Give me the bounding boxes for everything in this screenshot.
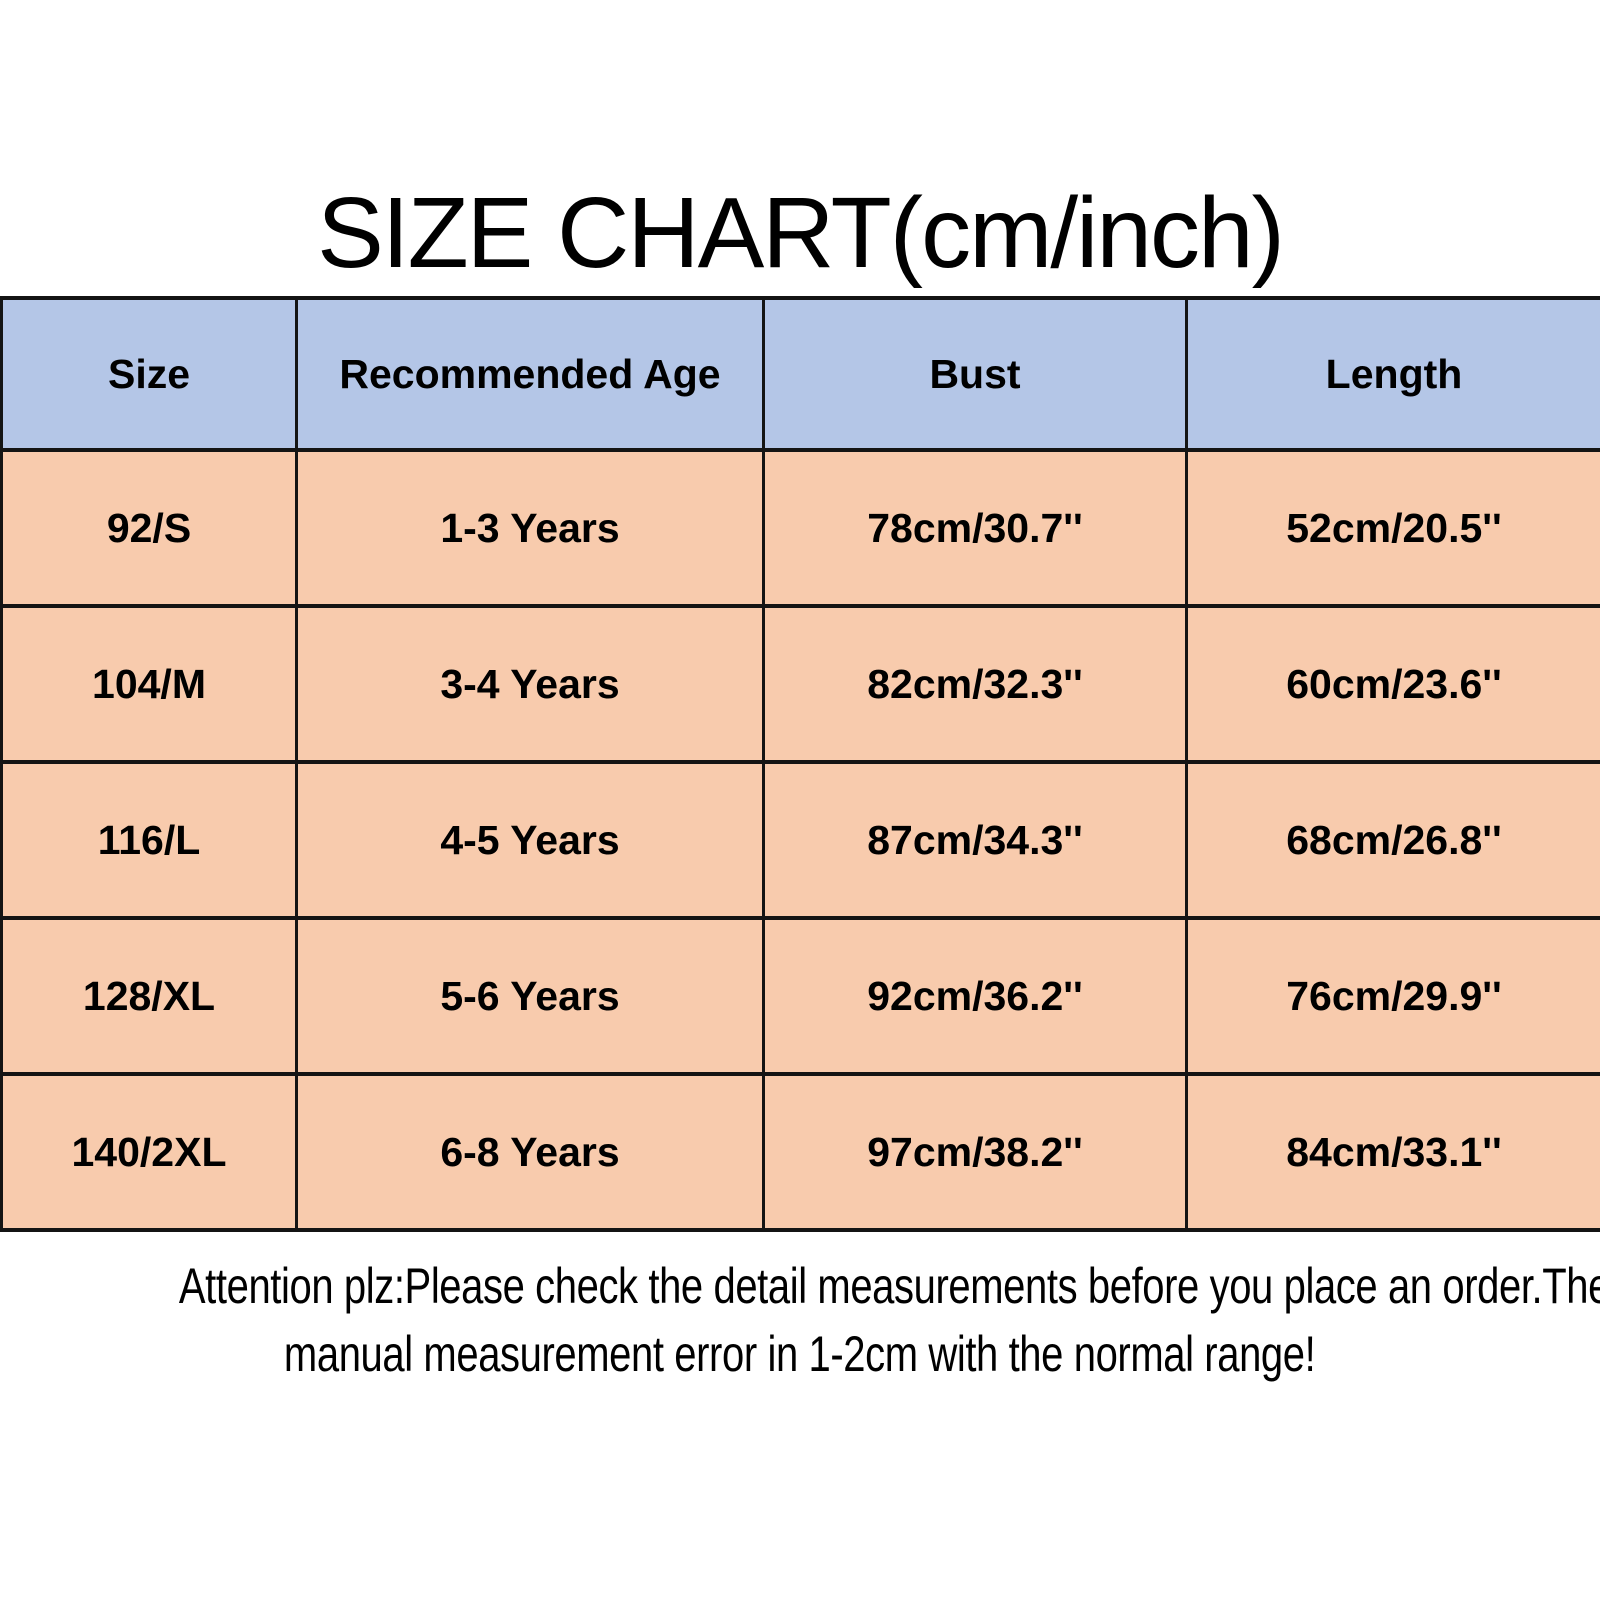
table-cell: 104/M xyxy=(0,604,298,764)
attention-note-line-1: Attention plz:Please check the detail me… xyxy=(178,1258,1600,1314)
header-cell-bust: Bust xyxy=(762,296,1188,452)
header-cell-length: Length xyxy=(1185,296,1600,452)
header-cell-recommended-age: Recommended Age xyxy=(295,296,765,452)
attention-note-line-2: manual measurement error in 1-2cm with t… xyxy=(284,1326,1316,1382)
table-cell: 128/XL xyxy=(0,916,298,1076)
table-cell: 82cm/32.3'' xyxy=(762,604,1188,764)
table-cell: 76cm/29.9'' xyxy=(1185,916,1600,1076)
header-row: Size Recommended Age Bust Length xyxy=(0,296,1600,452)
table-row: 92/S 1-3 Years 78cm/30.7'' 52cm/20.5'' xyxy=(0,448,1600,608)
table-cell: 6-8 Years xyxy=(295,1072,765,1232)
table-cell: 92/S xyxy=(0,448,298,608)
attention-note: Attention plz:Please check the detail me… xyxy=(0,1252,1600,1388)
page-title: SIZE CHART(cm/inch) xyxy=(317,177,1285,289)
size-chart-table: Size Recommended Age Bust Length 92/S 1-… xyxy=(0,296,1600,1232)
table-cell: 92cm/36.2'' xyxy=(762,916,1188,1076)
table-body: 92/S 1-3 Years 78cm/30.7'' 52cm/20.5'' 1… xyxy=(0,448,1600,1232)
table-row: 140/2XL 6-8 Years 97cm/38.2'' 84cm/33.1'… xyxy=(0,1072,1600,1232)
table-cell: 52cm/20.5'' xyxy=(1185,448,1600,608)
table-cell: 116/L xyxy=(0,760,298,920)
table-cell: 68cm/26.8'' xyxy=(1185,760,1600,920)
table-cell: 5-6 Years xyxy=(295,916,765,1076)
table-cell: 60cm/23.6'' xyxy=(1185,604,1600,764)
table-cell: 3-4 Years xyxy=(295,604,765,764)
table-cell: 97cm/38.2'' xyxy=(762,1072,1188,1232)
table-row: 104/M 3-4 Years 82cm/32.3'' 60cm/23.6'' xyxy=(0,604,1600,764)
table-row: 128/XL 5-6 Years 92cm/36.2'' 76cm/29.9'' xyxy=(0,916,1600,1076)
table-cell: 78cm/30.7'' xyxy=(762,448,1188,608)
header-cell-size: Size xyxy=(0,296,298,452)
table-row: 116/L 4-5 Years 87cm/34.3'' 68cm/26.8'' xyxy=(0,760,1600,920)
table-cell: 140/2XL xyxy=(0,1072,298,1232)
table-header: Size Recommended Age Bust Length xyxy=(0,296,1600,452)
table-cell: 4-5 Years xyxy=(295,760,765,920)
table-cell: 87cm/34.3'' xyxy=(762,760,1188,920)
table-cell: 84cm/33.1'' xyxy=(1185,1072,1600,1232)
table-cell: 1-3 Years xyxy=(295,448,765,608)
